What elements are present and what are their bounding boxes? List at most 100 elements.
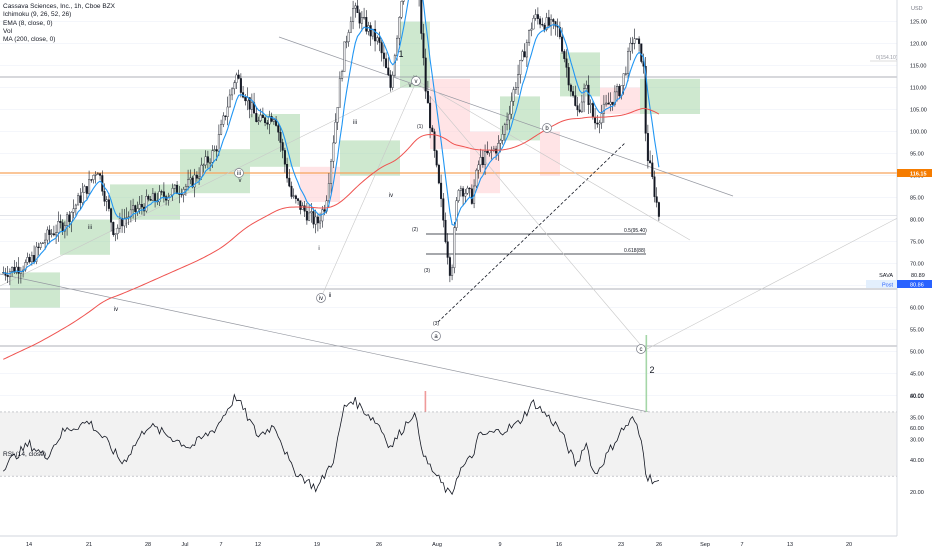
candle-body <box>532 18 535 30</box>
candle-body <box>145 196 148 212</box>
candle-body <box>589 103 592 105</box>
time-tick-label: 13 <box>787 542 793 548</box>
legend-ichimoku[interactable]: Ichimoku (9, 26, 52, 26) <box>3 11 72 19</box>
time-tick-label: 16 <box>556 542 562 548</box>
candle-body <box>613 91 616 105</box>
candle-body <box>453 227 456 269</box>
candle-body <box>55 232 58 236</box>
candle-body <box>657 202 660 217</box>
candle-body <box>605 102 608 105</box>
time-tick-label: 12 <box>255 542 261 548</box>
candle-body <box>347 32 350 42</box>
candle-body <box>446 241 449 258</box>
candle-body <box>297 198 300 201</box>
candle-body <box>33 255 36 262</box>
candle-body <box>327 183 330 201</box>
candle-body <box>292 195 295 197</box>
rsi-label[interactable]: RSI (14, close) <box>3 451 46 458</box>
candle-body <box>576 105 579 111</box>
candle-body <box>193 174 196 188</box>
candle-body <box>363 17 366 19</box>
candle-body <box>402 0 405 2</box>
candle-body <box>609 101 612 105</box>
candle-body <box>580 101 583 112</box>
candle-body <box>15 266 18 273</box>
price-axis-bg <box>897 0 932 550</box>
candle-body <box>198 176 201 179</box>
price-tick-label: 60.00 <box>910 306 924 312</box>
wave-label: v <box>409 83 412 89</box>
candle-body <box>88 179 91 194</box>
rsi-tick-label: 80.00 <box>910 394 924 400</box>
candle-body <box>310 211 313 214</box>
candle-body <box>569 84 572 92</box>
candle-body <box>455 200 458 228</box>
candle-body <box>653 176 656 197</box>
rsi-tick-label: 60.00 <box>910 426 924 432</box>
candle-body <box>565 58 568 68</box>
symbol-title[interactable]: Cassava Sciences, Inc., 1h, Cboe BZX <box>3 3 115 10</box>
candle-body <box>160 191 163 193</box>
candle-body <box>323 209 326 212</box>
candle-body <box>435 150 438 166</box>
candle-body <box>649 160 652 164</box>
candle-body <box>96 173 99 175</box>
candle-body <box>290 185 293 197</box>
candle-body <box>226 106 229 117</box>
candle-body <box>8 271 11 278</box>
wave-c-label: c <box>640 347 643 353</box>
time-tick-label: 21 <box>86 542 92 548</box>
candle-body <box>149 199 152 201</box>
candle-body <box>503 124 506 135</box>
candle-body <box>184 186 187 190</box>
candle-body <box>123 218 126 227</box>
candle-body <box>312 211 315 225</box>
candle-body <box>345 41 348 43</box>
candle-body <box>561 36 564 52</box>
chart-legend: Cassava Sciences, Inc., 1h, Cboe BZX Ich… <box>3 3 115 44</box>
candle-body <box>479 157 482 166</box>
axes: USD30.0035.0040.0045.0050.0055.0060.0065… <box>26 0 932 550</box>
time-tick-label: Jul <box>181 542 188 548</box>
candle-body <box>378 37 381 43</box>
candle-body <box>37 246 40 248</box>
candle-body <box>536 14 539 19</box>
candle-body <box>468 187 471 190</box>
candle-body <box>651 162 654 177</box>
candle-body <box>382 52 385 59</box>
candle-body <box>264 117 267 123</box>
channel-bottom-line <box>0 273 734 431</box>
candle-body <box>68 214 71 222</box>
candle-body <box>464 193 467 197</box>
legend-ma[interactable]: MA (200, close, 0) <box>3 36 56 44</box>
candle-body <box>134 205 137 212</box>
currency-label: USD <box>911 6 923 12</box>
fan-line <box>415 79 691 241</box>
candle-body <box>136 208 139 212</box>
candle-body <box>552 19 555 22</box>
candle-body <box>187 179 190 187</box>
candle-body <box>90 179 93 181</box>
candle-body <box>110 208 113 223</box>
candle-body <box>607 102 610 105</box>
candle-body <box>470 188 473 204</box>
candle-body <box>81 191 84 203</box>
candle-body <box>341 71 344 79</box>
candle-body <box>543 24 546 30</box>
candle-body <box>481 157 484 166</box>
candle-body <box>259 114 262 121</box>
candle-body <box>158 191 161 203</box>
cloud-segment <box>430 78 470 150</box>
candle-body <box>332 142 335 162</box>
legend-ema[interactable]: EMA (8, close, 0) <box>3 19 53 27</box>
legend-vol[interactable]: Vol <box>3 27 13 35</box>
candle-body <box>213 149 216 151</box>
candle-body <box>635 38 638 40</box>
circled-wave-v: v <box>415 79 418 85</box>
candle-body <box>618 86 621 97</box>
candle-body <box>655 196 658 203</box>
cloud-segment <box>540 131 560 176</box>
candle-body <box>202 164 205 166</box>
